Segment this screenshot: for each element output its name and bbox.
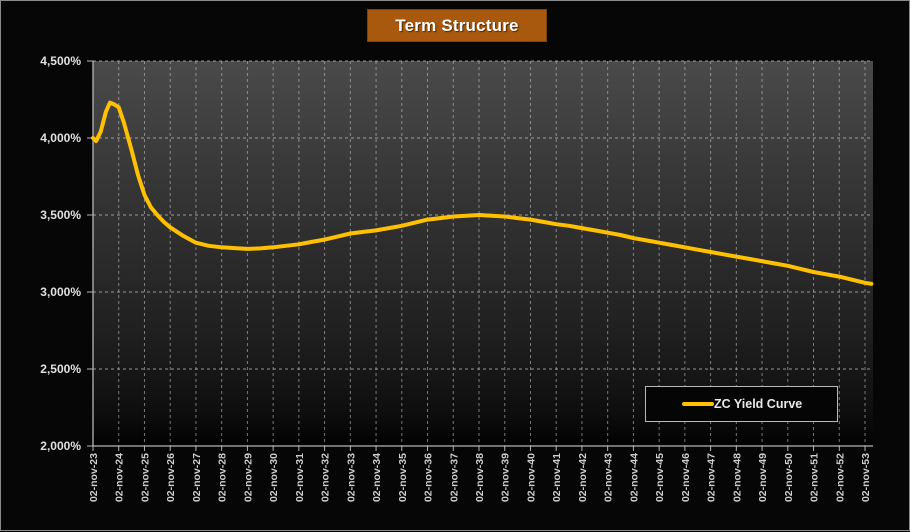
x-tick-label: 02-nov-34: [371, 453, 383, 502]
x-tick-label: 02-nov-42: [577, 453, 589, 502]
zc-yield-curve-line: [91, 100, 874, 286]
x-axis-labels: 02-nov-23 02-nov-24 02-nov-25 02-nov-26 02-n…: [88, 453, 872, 502]
x-tick-label: 02-nov-48: [731, 453, 743, 502]
x-tick-label: 02-nov-52: [834, 453, 846, 502]
x-tick-label: 02-nov-27: [191, 453, 203, 502]
x-tick-label: 02-nov-53: [860, 453, 872, 502]
x-tick-label: 02-nov-40: [525, 453, 537, 502]
x-tick-label: 02-nov-45: [654, 453, 666, 502]
legend-line-sample: [682, 402, 714, 406]
x-tick-label: 02-nov-31: [294, 453, 306, 502]
x-tick-label: 02-nov-49: [757, 453, 769, 502]
y-tick-label: 4,000%: [40, 131, 81, 145]
y-tick-label: 3,500%: [40, 208, 81, 222]
plot-area: [93, 61, 873, 446]
x-tick-label: 02-nov-37: [448, 453, 460, 502]
plot-background: [93, 61, 873, 446]
x-tick-label: 02-nov-30: [268, 453, 280, 502]
x-tick-label: 02-nov-28: [217, 453, 229, 502]
x-tick-label: 02-nov-47: [706, 453, 718, 502]
x-tick-label: 02-nov-24: [114, 453, 126, 502]
x-tick-label: 02-nov-44: [628, 453, 640, 502]
x-tick-label: 02-nov-23: [88, 453, 100, 502]
x-tick-label: 02-nov-35: [397, 453, 409, 502]
y-tick-label: 4,500%: [40, 54, 81, 68]
legend: ZC Yield Curve: [645, 386, 838, 422]
y-tick-label: 3,000%: [40, 285, 81, 299]
x-tick-label: 02-nov-46: [680, 453, 692, 502]
legend-label: ZC Yield Curve: [714, 397, 803, 411]
x-tick-label: 02-nov-32: [320, 453, 332, 502]
y-tick-label: 2,000%: [40, 439, 81, 453]
x-tick-label: 02-nov-50: [783, 453, 795, 502]
x-tick-label: 02-nov-33: [345, 453, 357, 502]
x-tick-label: 02-nov-36: [423, 453, 435, 502]
x-tick-label: 02-nov-26: [165, 453, 177, 502]
chart-title: Term Structure: [367, 9, 547, 42]
x-tick-label: 02-nov-39: [500, 453, 512, 502]
zc-yield-curve-path: [91, 100, 874, 286]
x-tick-label: 02-nov-25: [139, 453, 151, 502]
x-tick-label: 02-nov-51: [809, 453, 821, 502]
gridlines: [93, 60, 873, 446]
x-tick-label: 02-nov-41: [551, 453, 563, 502]
y-axis-labels: 4,500% 4,000% 3,500% 3,000% 2,500% 2,000%: [40, 54, 81, 453]
axes: [87, 60, 873, 451]
x-tick-label: 02-nov-29: [242, 453, 254, 502]
x-tick-label: 02-nov-38: [474, 453, 486, 502]
x-tick-label: 02-nov-43: [603, 453, 615, 502]
y-tick-label: 2,500%: [40, 362, 81, 376]
